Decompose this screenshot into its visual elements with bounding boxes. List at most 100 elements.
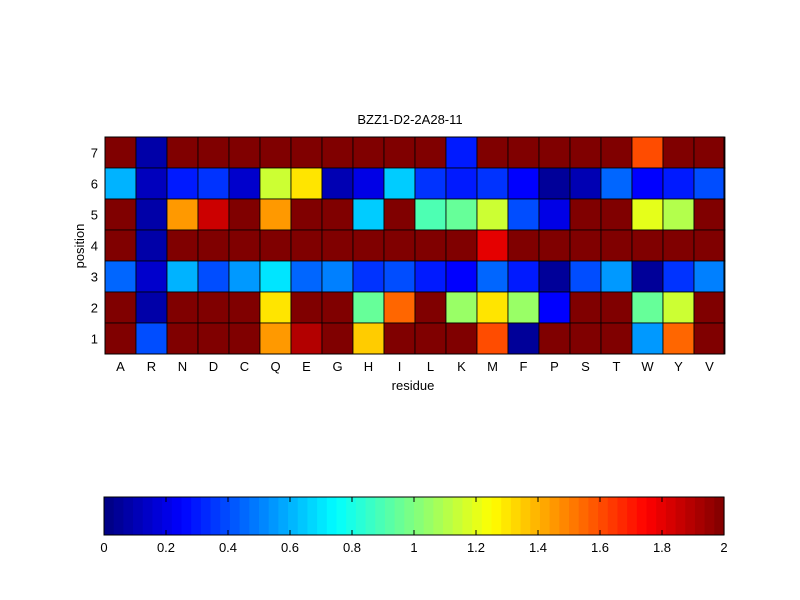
x-tick-label: N xyxy=(178,359,187,374)
colorbar-segment xyxy=(714,497,725,535)
heatmap-cell xyxy=(693,291,726,324)
colorbar-tick-label: 0 xyxy=(100,540,107,555)
x-tick-label: P xyxy=(550,359,559,374)
heatmap-cell xyxy=(631,167,664,200)
colorbar-segment xyxy=(423,497,434,535)
y-tick-label: 6 xyxy=(91,177,98,192)
colorbar-segment xyxy=(646,497,657,535)
y-axis-label: position xyxy=(72,224,87,269)
heatmap-cell xyxy=(631,322,664,355)
heatmap-cell xyxy=(259,136,292,169)
colorbar-segment xyxy=(433,497,444,535)
heatmap-cell xyxy=(259,167,292,200)
colorbar-segment xyxy=(481,497,493,535)
heatmap-cell xyxy=(166,229,199,262)
colorbar-tick-label: 0.2 xyxy=(157,540,175,555)
heatmap-cell xyxy=(662,167,695,200)
colorbar-segment xyxy=(694,497,706,535)
heatmap-cell xyxy=(414,260,447,293)
heatmap-cell xyxy=(290,136,323,169)
colorbar-segment xyxy=(297,497,309,535)
colorbar-tick-label: 1.6 xyxy=(591,540,609,555)
heatmap-cell xyxy=(228,322,261,355)
colorbar-segment xyxy=(336,497,347,535)
heatmap-cell xyxy=(290,198,323,231)
heatmap-cell xyxy=(662,260,695,293)
colorbar-segment xyxy=(530,497,541,535)
colorbar-segment xyxy=(549,497,560,535)
colorbar-segment xyxy=(133,497,144,535)
heatmap-cell xyxy=(166,198,199,231)
colorbar-tick-label: 2 xyxy=(720,540,727,555)
x-tick-label: A xyxy=(116,359,125,374)
colorbar-segment xyxy=(307,497,318,535)
heatmap-cell xyxy=(507,322,540,355)
colorbar-tick-label: 0.6 xyxy=(281,540,299,555)
colorbar-segment xyxy=(665,497,677,535)
colorbar-segment xyxy=(675,497,686,535)
heatmap-cell xyxy=(414,198,447,231)
colorbar-segment xyxy=(462,497,473,535)
colorbar-segment xyxy=(268,497,279,535)
heatmap-cell xyxy=(383,229,416,262)
heatmap-cell xyxy=(693,167,726,200)
heatmap-cell xyxy=(321,291,354,324)
colorbar-segment xyxy=(142,497,154,535)
heatmap-cell xyxy=(662,322,695,355)
x-tick-label: T xyxy=(613,359,621,374)
heatmap-cell xyxy=(445,291,478,324)
colorbar-segment xyxy=(656,497,667,535)
y-tick-label: 5 xyxy=(91,208,98,223)
heatmap-cell xyxy=(538,291,571,324)
heatmap-cell xyxy=(600,167,633,200)
y-tick-label: 3 xyxy=(91,270,98,285)
colorbar-segment xyxy=(501,497,512,535)
heatmap-cell xyxy=(414,291,447,324)
heatmap-cell xyxy=(507,229,540,262)
heatmap-cell xyxy=(259,260,292,293)
heatmap-cell xyxy=(569,229,602,262)
heatmap-cell xyxy=(693,229,726,262)
colorbar-segment xyxy=(384,497,396,535)
heatmap-cell xyxy=(135,260,168,293)
heatmap-cell xyxy=(166,322,199,355)
heatmap-cell xyxy=(197,136,230,169)
heatmap-cell xyxy=(538,198,571,231)
heatmap-cell xyxy=(135,198,168,231)
heatmap-cell xyxy=(383,198,416,231)
heatmap-cell xyxy=(104,229,137,262)
heatmap-cell xyxy=(414,322,447,355)
heatmap-cell xyxy=(383,260,416,293)
heatmap-cell xyxy=(631,136,664,169)
colorbar-segment xyxy=(239,497,250,535)
heatmap-cell xyxy=(197,322,230,355)
heatmap-cell xyxy=(135,322,168,355)
heatmap-cell xyxy=(476,229,509,262)
heatmap-cell xyxy=(507,260,540,293)
colorbar-segment xyxy=(617,497,628,535)
colorbar-tick-label: 1.8 xyxy=(653,540,671,555)
colorbar-segment xyxy=(559,497,570,535)
heatmap-cell xyxy=(507,198,540,231)
heatmap-cell xyxy=(352,198,385,231)
heatmap-cell xyxy=(662,229,695,262)
heatmap-cell xyxy=(197,198,230,231)
heatmap-cell xyxy=(445,229,478,262)
colorbar-segment xyxy=(104,497,115,535)
colorbar-segment xyxy=(191,497,202,535)
heatmap-cell xyxy=(104,136,137,169)
heatmap-cell xyxy=(321,198,354,231)
heatmap-cell xyxy=(631,198,664,231)
heatmap-cell xyxy=(414,136,447,169)
x-tick-label: F xyxy=(520,359,528,374)
colorbar-segment xyxy=(414,497,425,535)
heatmap-cell xyxy=(538,167,571,200)
heatmap-cell xyxy=(538,322,571,355)
heatmap-cell xyxy=(569,198,602,231)
colorbar-segment xyxy=(704,497,715,535)
heatmap-cell xyxy=(631,229,664,262)
heatmap-cell xyxy=(197,229,230,262)
colorbar xyxy=(104,497,725,535)
